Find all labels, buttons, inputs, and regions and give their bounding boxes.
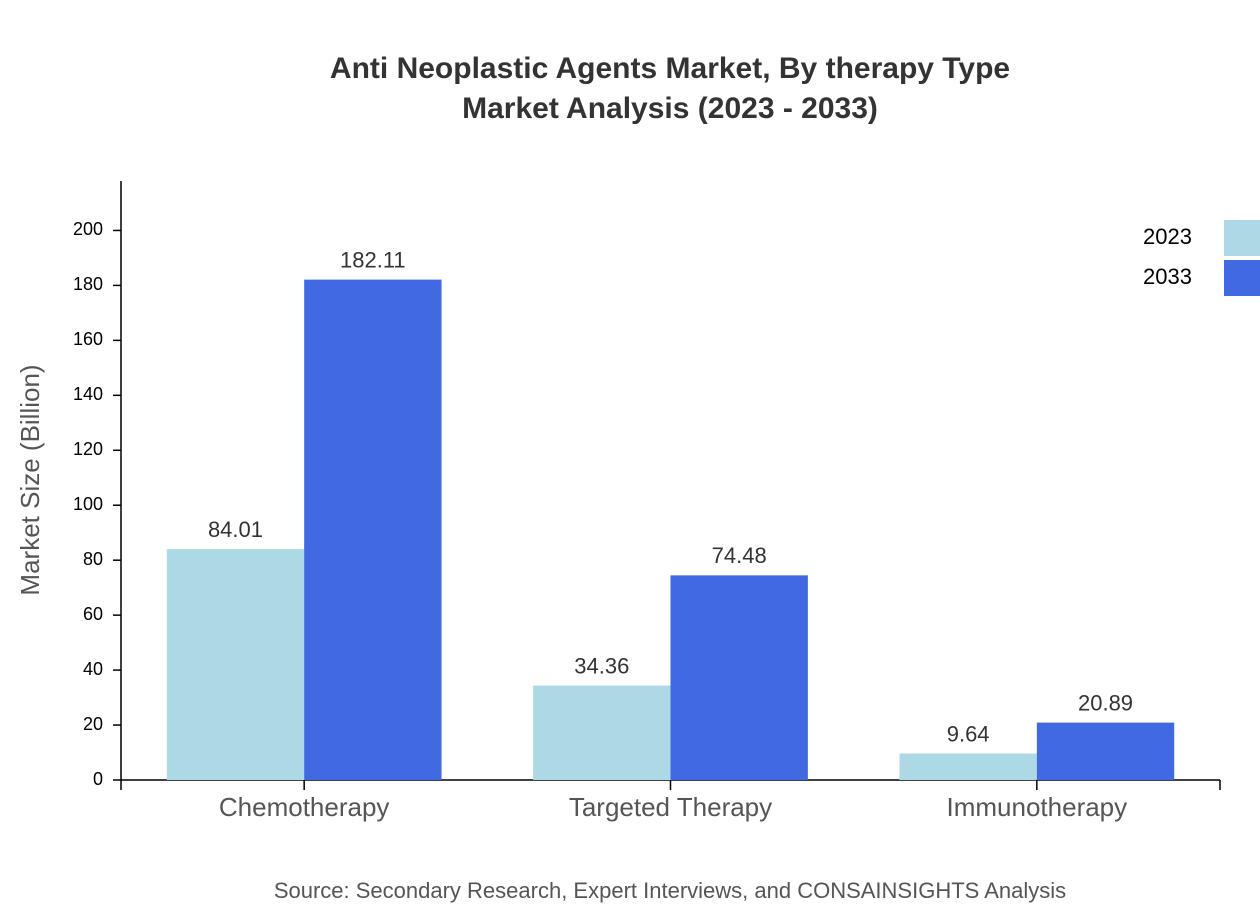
bar [166, 549, 305, 780]
y-tick-label: 100 [73, 494, 103, 514]
value-label: 182.11 [340, 247, 406, 272]
value-label: 34.36 [574, 653, 629, 678]
chart-title: Anti Neoplastic Agents Market, By therap… [330, 52, 1010, 85]
value-label: 84.01 [208, 517, 263, 542]
bar [304, 279, 442, 780]
y-tick-label: 180 [73, 274, 103, 294]
bar [899, 753, 1037, 780]
x-tick-label: Targeted Therapy [569, 792, 772, 822]
value-label: 74.48 [712, 543, 767, 568]
chart-subtitle: Market Analysis (2023 - 2033) [462, 92, 878, 125]
y-tick-label: 140 [73, 384, 103, 404]
legend-label: 2033 [1143, 264, 1192, 289]
x-tick-label: Immunotherapy [947, 792, 1128, 822]
bar [533, 685, 671, 780]
y-tick-label: 60 [83, 604, 103, 624]
y-tick-label: 80 [83, 549, 103, 569]
y-tick-label: 40 [83, 659, 103, 679]
y-tick-label: 20 [83, 714, 103, 734]
value-label: 9.64 [947, 721, 990, 746]
legend-swatch [1224, 220, 1260, 256]
bar [1036, 722, 1175, 780]
bar [670, 575, 808, 780]
y-axis-label: Market Size (Billion) [15, 364, 45, 595]
y-tick-label: 120 [73, 439, 103, 459]
y-tick-label: 160 [73, 329, 103, 349]
value-label: 20.89 [1078, 690, 1133, 715]
x-tick-label: Chemotherapy [219, 792, 390, 822]
source-note: Source: Secondary Research, Expert Inter… [274, 878, 1066, 903]
legend-swatch [1224, 260, 1260, 296]
y-tick-label: 200 [73, 219, 103, 239]
legend-label: 2023 [1143, 224, 1192, 249]
y-tick-label: 0 [93, 769, 103, 789]
